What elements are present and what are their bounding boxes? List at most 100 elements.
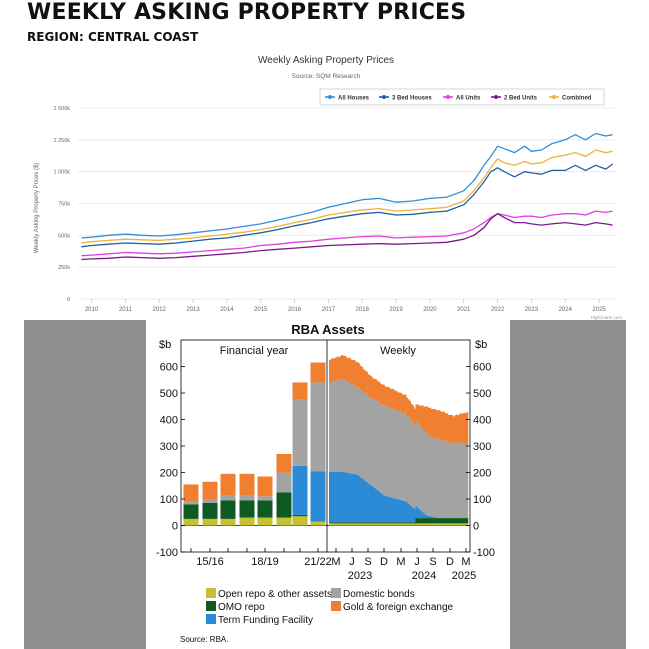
weekly-bar-open-repo-other-assets xyxy=(444,523,447,526)
weekly-bar-omo-repo xyxy=(379,522,382,524)
chart-legend: Open repo & other assets Domestic bonds OM… xyxy=(206,588,454,626)
bar-gold-foreign-exchange[interactable] xyxy=(239,473,255,496)
weekly-bar-omo-repo xyxy=(339,522,342,524)
bar-term-funding-facility[interactable] xyxy=(292,465,308,515)
weekly-bar-domestic-bonds xyxy=(392,407,395,498)
weekly-bar-omo-repo xyxy=(418,518,421,524)
legend-item-all-houses[interactable]: All Houses xyxy=(325,95,370,102)
bar-gold-foreign-exchange[interactable] xyxy=(220,473,236,496)
x-tick-label-calendar-year: 2024 xyxy=(412,570,436,582)
weekly-bar-term-funding-facility xyxy=(358,476,361,523)
weekly-bar-term-funding-facility xyxy=(404,501,407,523)
bar-open-repo-other-assets[interactable] xyxy=(310,521,326,526)
weekly-bar-omo-repo xyxy=(440,518,443,524)
y-tick-label-left: 300 xyxy=(160,441,178,453)
legend-item-2-bed-units[interactable]: 2 Bed Units xyxy=(491,95,538,102)
bar-domestic-bonds[interactable] xyxy=(310,382,326,472)
legend-item-term-funding-facility[interactable]: Term Funding Facility xyxy=(206,614,313,626)
weekly-bar-open-repo-other-assets xyxy=(423,523,426,526)
legend-label: Gold & foreign exchange xyxy=(343,602,454,613)
bar-omo-repo[interactable] xyxy=(239,500,255,518)
legend-item-combined[interactable]: Combined xyxy=(549,95,592,102)
weekly-bar-omo-repo xyxy=(415,518,418,524)
bar-gold-foreign-exchange[interactable] xyxy=(310,362,326,383)
weekly-bar-gold-foreign-exchange xyxy=(347,357,350,383)
bar-domestic-bonds[interactable] xyxy=(239,495,255,501)
bar-open-repo-other-assets[interactable] xyxy=(220,518,236,526)
weekly-bar-open-repo-other-assets xyxy=(424,523,427,526)
weekly-bar-domestic-bonds xyxy=(379,404,382,493)
weekly-bar-term-funding-facility xyxy=(355,474,358,523)
bar-domestic-bonds[interactable] xyxy=(220,495,236,501)
bar-omo-repo[interactable] xyxy=(202,502,218,519)
weekly-bar-domestic-bonds xyxy=(415,421,418,507)
bar-term-funding-facility[interactable] xyxy=(310,471,326,522)
bar-gold-foreign-exchange[interactable] xyxy=(292,382,308,400)
weekly-bar-omo-repo xyxy=(333,522,336,524)
bar-domestic-bonds[interactable] xyxy=(257,496,273,501)
bar-gold-foreign-exchange[interactable] xyxy=(202,481,218,499)
bar-open-repo-other-assets[interactable] xyxy=(239,517,255,526)
weekly-bar-open-repo-other-assets xyxy=(349,523,351,526)
series-line-all-houses[interactable] xyxy=(81,132,613,239)
weekly-bar-gold-foreign-exchange xyxy=(406,397,409,417)
legend-item-open-repo-other-assets[interactable]: Open repo & other assets xyxy=(206,588,332,600)
weekly-bar-domestic-bonds xyxy=(389,408,392,498)
bar-open-repo-other-assets[interactable] xyxy=(292,516,308,526)
bar-omo-repo[interactable] xyxy=(220,500,236,519)
chart-credit[interactable]: Highcharts.com xyxy=(591,315,623,320)
weekly-bar-term-funding-facility xyxy=(432,516,435,519)
bar-omo-repo[interactable] xyxy=(292,514,308,517)
bar-omo-repo[interactable] xyxy=(257,500,273,518)
bar-open-repo-other-assets[interactable] xyxy=(276,517,292,526)
weekly-bar-open-repo-other-assets xyxy=(345,523,348,526)
series-line-combined[interactable] xyxy=(81,149,613,244)
series-line-all-units[interactable] xyxy=(81,210,613,257)
x-tick-label: 2024 xyxy=(559,307,573,313)
legend-item-omo-repo[interactable]: OMO repo xyxy=(206,601,265,613)
weekly-bar-domestic-bonds xyxy=(444,441,447,519)
weekly-bar-omo-repo xyxy=(393,522,396,524)
weekly-bar-open-repo-other-assets xyxy=(370,523,373,526)
weekly-bar-omo-repo xyxy=(406,522,409,524)
bar-domestic-bonds[interactable] xyxy=(202,499,218,503)
bar-open-repo-other-assets[interactable] xyxy=(183,518,199,526)
weekly-bar-gold-foreign-exchange xyxy=(342,355,345,380)
series-line-3-bed-houses[interactable] xyxy=(81,163,613,248)
unit-left: $b xyxy=(159,339,171,351)
bar-omo-repo[interactable] xyxy=(183,504,199,519)
rba-assets-chart: RBA Assets $b $b Financial year Weekly -… xyxy=(146,320,510,649)
weekly-bar-term-funding-facility xyxy=(333,471,336,523)
bar-gold-foreign-exchange[interactable] xyxy=(183,484,199,502)
series-line-2-bed-units[interactable] xyxy=(81,213,613,261)
legend-item-gold-foreign-exchange[interactable]: Gold & foreign exchange xyxy=(331,601,454,613)
x-tick-label-month: D xyxy=(380,556,388,568)
weekly-bar-term-funding-facility xyxy=(423,513,426,519)
bar-gold-foreign-exchange[interactable] xyxy=(276,453,292,473)
weekly-bar-term-funding-facility xyxy=(361,478,364,523)
weekly-bar-gold-foreign-exchange xyxy=(443,411,446,440)
y-tick-label-left: 500 xyxy=(160,388,178,400)
bar-omo-repo[interactable] xyxy=(276,492,292,518)
bar-gold-foreign-exchange[interactable] xyxy=(257,476,273,497)
weekly-bar-open-repo-other-assets xyxy=(463,523,466,526)
y-tick-label: 500k xyxy=(58,233,70,239)
y-tick-label: 750k xyxy=(58,202,70,208)
legend-item-3-bed-houses[interactable]: 3 Bed Houses xyxy=(379,95,432,102)
bar-open-repo-other-assets[interactable] xyxy=(257,517,273,526)
weekly-bar-domestic-bonds xyxy=(466,444,469,519)
weekly-bar-omo-repo xyxy=(429,518,432,524)
legend-item-all-units[interactable]: All Units xyxy=(443,95,481,102)
weekly-bar-term-funding-facility xyxy=(435,517,438,519)
legend-item-domestic-bonds[interactable]: Domestic bonds xyxy=(331,588,415,600)
weekly-bar-gold-foreign-exchange xyxy=(427,407,430,436)
weekly-bar-open-repo-other-assets xyxy=(441,523,444,526)
y-tick-label-left: 0 xyxy=(172,521,178,533)
bar-domestic-bonds[interactable] xyxy=(183,501,199,505)
weekly-bar-gold-foreign-exchange xyxy=(367,374,370,397)
bar-domestic-bonds[interactable] xyxy=(292,399,308,466)
bar-domestic-bonds[interactable] xyxy=(276,472,292,493)
bar-open-repo-other-assets[interactable] xyxy=(202,518,218,526)
x-tick-label: 2023 xyxy=(525,307,539,313)
weekly-bar-gold-foreign-exchange xyxy=(404,394,407,413)
